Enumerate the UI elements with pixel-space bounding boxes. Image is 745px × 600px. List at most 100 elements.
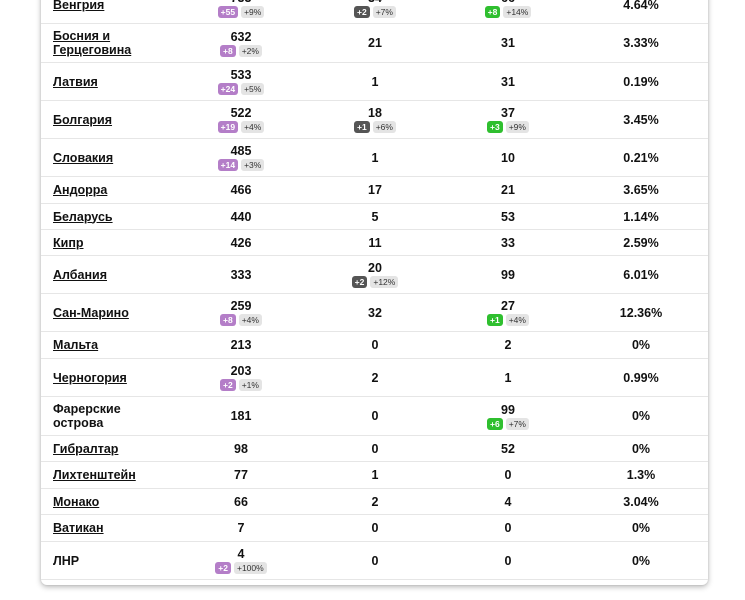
table-row: Венгрия 733+55+9% 34+2+7% 66+8+14% 4.64% [41,0,708,24]
deaths-change-badges: +1 +6% [354,121,396,133]
recovered-change-badges: +1 +4% [487,314,529,326]
recovered-change-badges: +3 +9% [487,121,529,133]
deaths-value: 20 [368,261,382,275]
recovered-value: 0 [504,521,512,535]
table-row: Кипр 426 11 33 2.59% [41,230,708,256]
cases-cell: 203 +2 +1% [181,359,301,396]
cases-cell: 77 [181,462,301,488]
cases-change-badges: +55 +9% [217,6,265,18]
cases-value: 440 [230,209,252,224]
recovered-value: 10 [501,150,515,165]
cases-value: 181 [230,409,252,423]
country-link[interactable]: Сан-Марино [53,305,129,320]
country-link[interactable]: Венгрия [53,0,105,12]
table-body: Венгрия733+55+9%34+2+7%66+8+14%4.64%Босн… [41,0,708,585]
table-row: Гибралтар 98 0 52 0% [41,436,708,462]
deaths-change-badges: +2 +7% [354,6,396,18]
deaths-percent-badge: +12% [370,276,399,288]
cases-delta-badge: +8 [220,44,236,57]
cases-cell: 259 +8 +4% [181,294,301,331]
mortality-rate-value: 0% [631,338,651,352]
country-link[interactable]: Беларусь [53,209,113,224]
country-cell: Албания [53,256,163,293]
country-cell: Гибралтар [53,436,163,461]
deaths-change-badges: +2 +12% [351,276,399,288]
country-link[interactable]: Гибралтар [53,441,119,456]
country-link[interactable]: Ватикан [53,521,104,535]
deaths-value: 32 [368,305,382,320]
recovered-cell: 99 +6 +7% [448,397,568,435]
country-cell: Беларусь [53,204,163,229]
country-link[interactable]: Мальта [53,338,99,352]
recovered-value: 52 [501,441,515,456]
country-stats-table: Венгрия733+55+9%34+2+7%66+8+14%4.64%Босн… [41,0,708,585]
country-link[interactable]: Черногория [53,370,127,385]
country-name: ЛНР [53,553,80,568]
cases-value: 213 [230,338,252,352]
cases-value: 4 [237,547,245,561]
cases-change-badges: +24 +5% [217,83,265,95]
cases-cell: 440 [181,204,301,229]
cases-percent-badge: +4% [238,314,262,326]
country-cell: ЛНР [53,542,163,579]
cases-delta-badge: +2 [215,562,231,574]
country-cell: Босния и Герцеговина [53,24,163,62]
mortality-cell: 0% [581,332,701,358]
country-link[interactable]: Словакия [53,150,114,165]
recovered-value: 21 [501,183,515,197]
table-row: Болгария 522 +19 +4% 18 +1 +6% 37 +3 +9% 3.45% [41,101,708,139]
recovered-cell: 21 [448,177,568,203]
cases-cell: 522 +19 +4% [181,101,301,138]
recovered-value: 1 [504,370,512,385]
table-row: Словакия 485 +14 +3% 1 10 0.21% [41,139,708,177]
recovered-delta-badge: +8 [484,6,501,18]
cases-change-badges: +19 +4% [217,121,265,133]
recovered-cell: 99 [448,256,568,293]
mortality-cell: 4.64% [581,0,701,23]
cases-value: 533 [230,68,252,82]
deaths-value: 1 [371,74,379,89]
recovered-percent-badge: +9% [505,121,529,133]
table-row: ЛНР 4 +2 +100% 0 0 0% [41,542,708,580]
mortality-cell: 3.45% [581,101,701,138]
cases-cell: 466 [181,177,301,203]
recovered-value: 37 [501,106,515,120]
cases-value: 66 [234,494,248,509]
cases-value: 522 [230,106,252,120]
country-link[interactable]: Албания [53,267,108,282]
cases-cell: 533 +24 +5% [181,63,301,100]
recovered-delta-badge: +3 [487,121,503,133]
deaths-value: 0 [371,441,379,456]
deaths-cell: 2 [315,359,435,396]
country-cell: Лихтенштейн [53,462,163,488]
cases-percent-badge: +4% [241,121,265,133]
deaths-cell: 2 [315,489,435,514]
country-link[interactable]: Босния и Герцеговина [53,29,132,57]
country-link[interactable]: Латвия [53,74,98,89]
recovered-value: 0 [504,553,512,568]
country-link[interactable]: Андорра [53,183,108,197]
recovered-delta-badge: +1 [487,314,503,326]
deaths-value: 2 [371,370,379,385]
country-link[interactable]: Лихтенштейн [53,468,136,482]
recovered-cell: 4 [448,489,568,514]
recovered-change-badges: +6 +7% [487,417,529,430]
country-link[interactable]: Болгария [53,112,113,127]
mortality-rate-value: 4.64% [623,0,659,12]
recovered-percent-badge: +4% [505,314,529,326]
cases-delta-badge: +8 [220,314,236,326]
recovered-value: 2 [504,338,512,352]
country-cell: Венгрия [53,0,163,23]
deaths-value: 1 [371,150,379,165]
cases-cell: 3 [181,580,301,585]
mortality-cell: 12.36% [581,294,701,331]
table-row: Мальта 213 0 2 0% [41,332,708,359]
country-link[interactable]: Монако [53,494,100,509]
cases-percent-badge: +5% [241,83,265,95]
mortality-cell: 1.14% [581,204,701,229]
recovered-percent-badge: +14% [503,6,532,18]
mortality-rate-value: 2.59% [623,235,659,250]
cases-delta-badge: +19 [217,121,239,133]
country-link[interactable]: Кипр [53,235,84,250]
mortality-rate-value: 1.3% [626,468,656,482]
